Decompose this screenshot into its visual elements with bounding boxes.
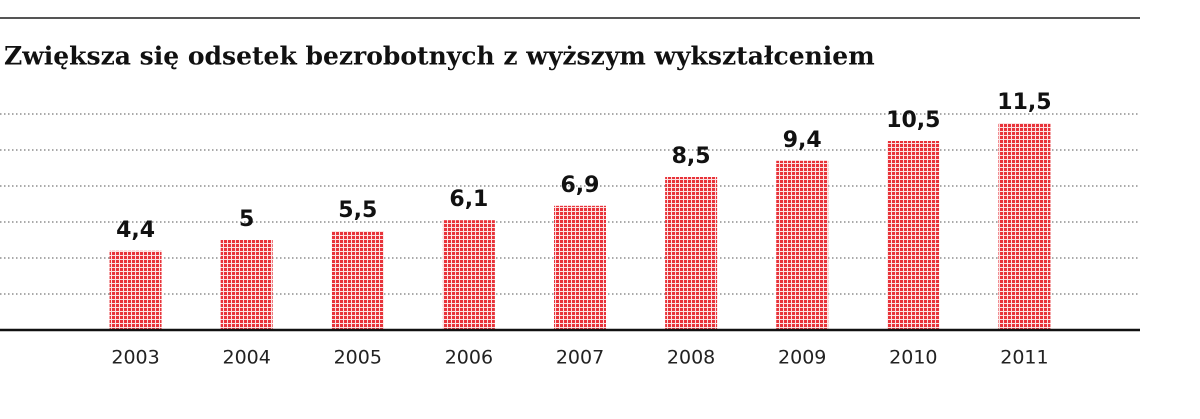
x-tick-label: 2007 [556,347,604,369]
bar [220,240,273,330]
bar [554,205,606,330]
x-tick-label: 2010 [889,347,937,369]
x-tick-label: 2011 [1000,347,1048,369]
bar [442,220,495,330]
x-tick-label: 2008 [667,347,715,369]
value-label: 9,4 [783,128,822,153]
bar [109,250,162,330]
x-tick-label: 2004 [222,347,270,369]
value-label: 8,5 [672,144,711,169]
chart-title: Zwiększa się odsetek bezrobotnych z wyżs… [4,42,875,71]
value-label: 6,9 [561,173,600,198]
value-label: 4,4 [116,218,155,243]
bar [331,231,384,330]
bar [776,160,829,330]
bar [887,141,940,330]
bar [998,123,1051,330]
value-label: 6,1 [449,187,488,212]
value-label: 11,5 [997,90,1051,115]
bar [665,177,718,330]
x-tick-label: 2005 [334,347,382,369]
x-tick-label: 2009 [778,347,826,369]
x-tick-label: 2003 [111,347,159,369]
x-tick-label: 2006 [445,347,493,369]
value-label: 5 [239,207,254,232]
value-label: 5,5 [338,198,377,223]
value-label: 10,5 [886,108,940,133]
